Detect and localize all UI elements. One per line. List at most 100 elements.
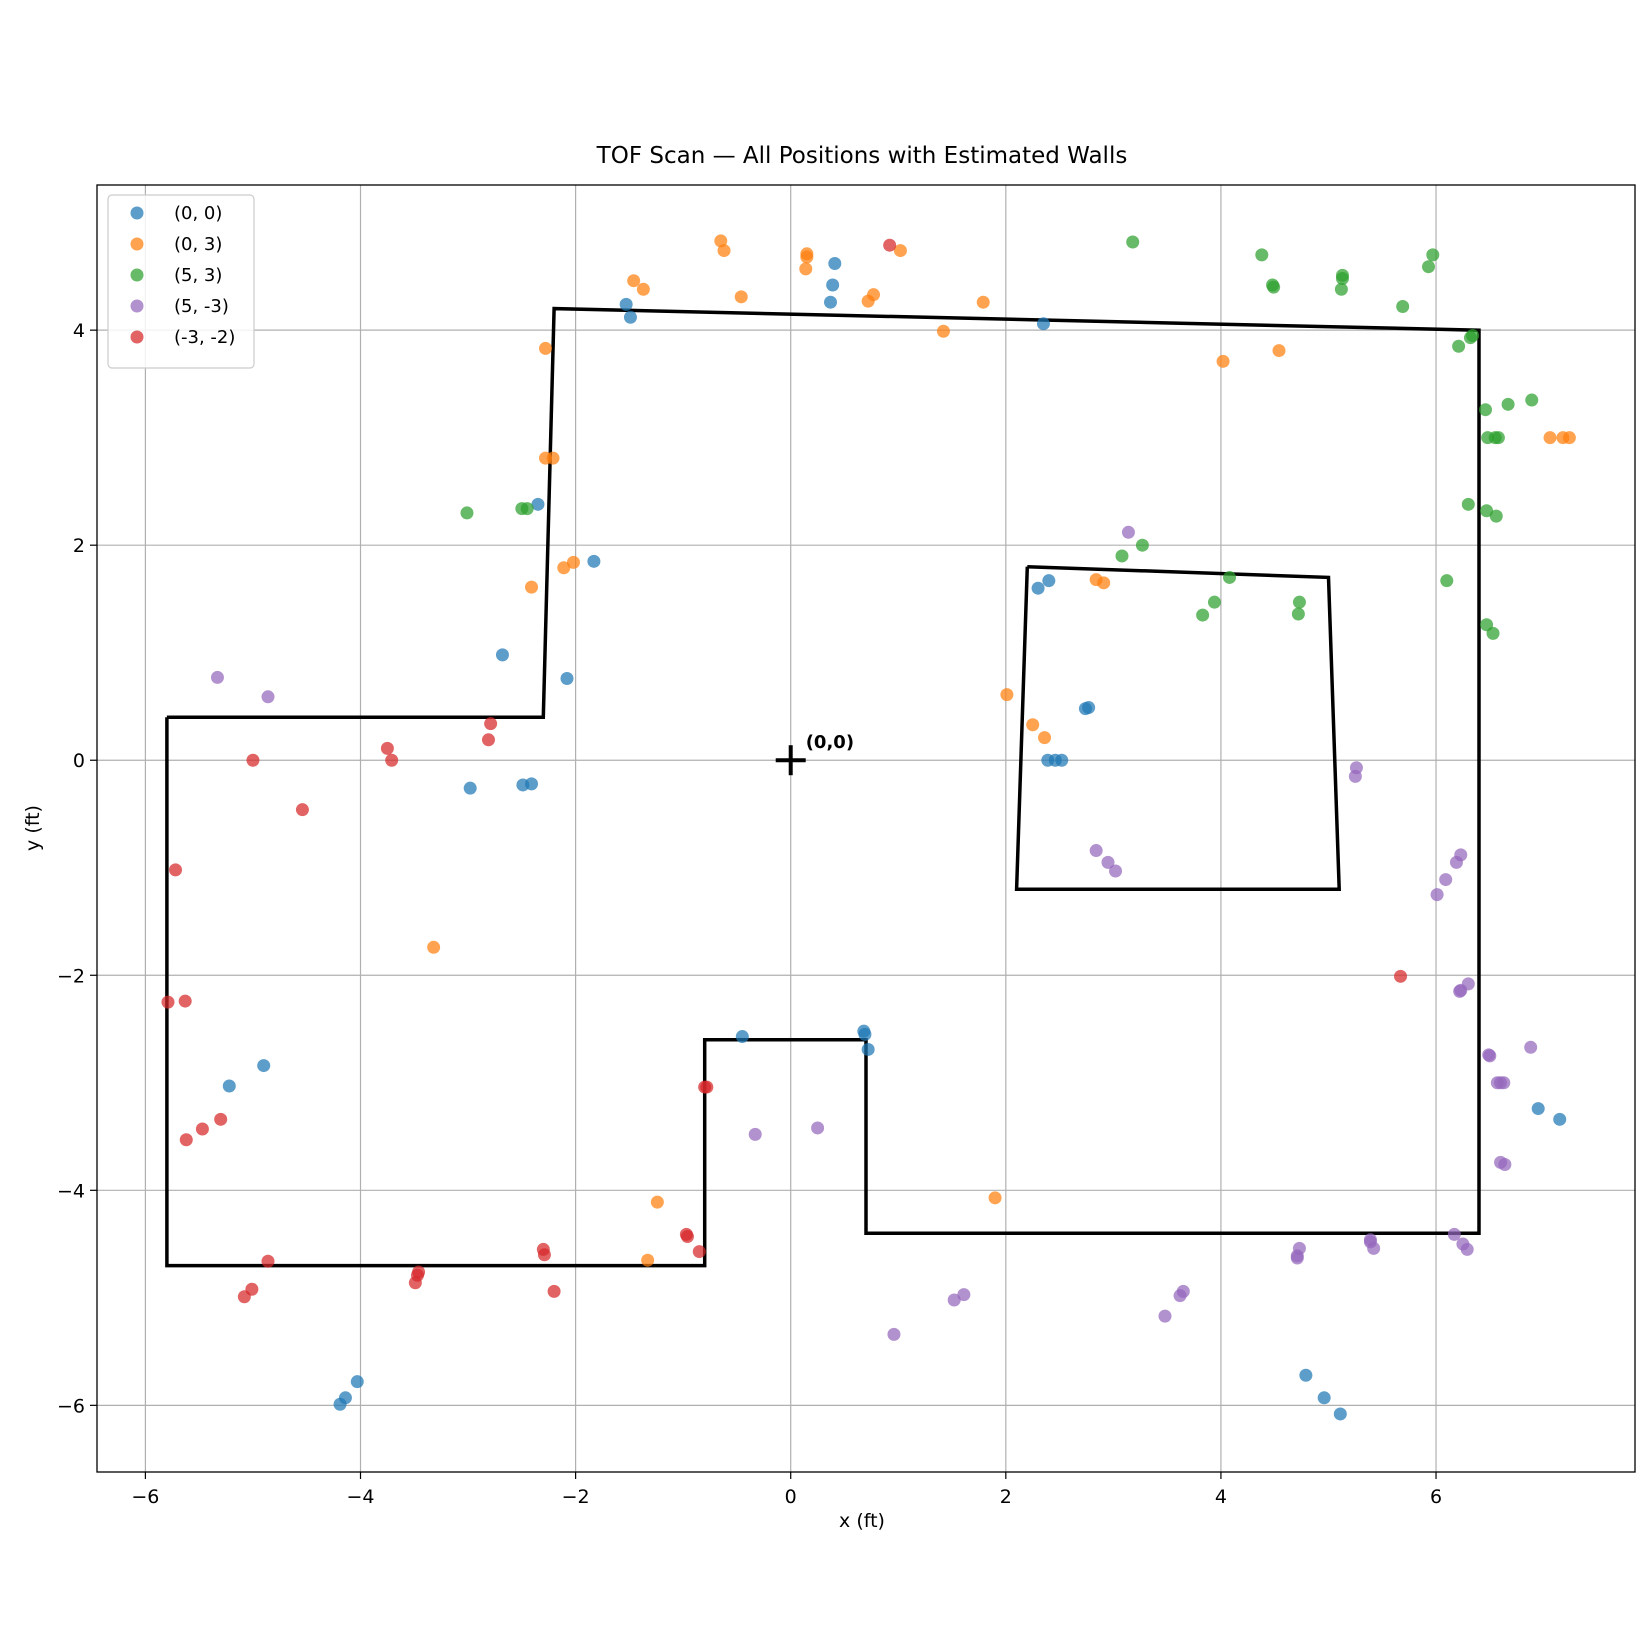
- data-point-series-2: [636, 282, 650, 296]
- data-point-series-1: [1082, 701, 1096, 715]
- data-point-series-1: [1031, 581, 1045, 595]
- data-point-series-4: [1447, 1227, 1461, 1241]
- data-point-series-1: [858, 1027, 872, 1041]
- data-point-series-2: [1038, 731, 1052, 745]
- data-point-series-5: [380, 741, 394, 755]
- data-point-series-4: [1449, 855, 1463, 869]
- data-point-series-3: [1440, 574, 1454, 588]
- data-point-series-2: [1272, 344, 1286, 358]
- x-tick-label: 2: [1000, 1486, 1012, 1508]
- data-point-series-4: [1367, 1241, 1381, 1255]
- x-tick-label: 4: [1215, 1486, 1227, 1508]
- data-point-series-4: [957, 1288, 971, 1302]
- x-tick-label: −2: [562, 1486, 590, 1508]
- data-point-series-3: [1135, 538, 1149, 552]
- scatter-points: [161, 234, 1576, 1421]
- data-point-series-4: [1121, 525, 1135, 539]
- x-tick-label: 6: [1430, 1486, 1442, 1508]
- data-point-series-5: [408, 1276, 422, 1290]
- data-point-series-3: [1489, 509, 1503, 523]
- y-axis-label: y (ft): [22, 805, 44, 851]
- data-point-series-2: [1026, 718, 1040, 732]
- y-tick-label: −2: [57, 965, 85, 987]
- legend-label: (0, 3): [174, 234, 222, 255]
- data-point-series-4: [1158, 1309, 1172, 1323]
- data-point-series-2: [936, 324, 950, 338]
- data-point-series-5: [692, 1245, 706, 1259]
- legend-label: (0, 0): [174, 203, 222, 224]
- data-point-series-2: [525, 580, 539, 594]
- data-point-series-5: [484, 717, 498, 731]
- data-point-series-5: [547, 1284, 561, 1298]
- data-point-series-5: [680, 1230, 694, 1244]
- data-point-series-3: [1479, 403, 1493, 417]
- data-point-series-2: [650, 1195, 664, 1209]
- data-point-series-3: [1115, 549, 1129, 563]
- data-point-series-2: [627, 274, 641, 288]
- data-point-series-2: [1097, 576, 1111, 590]
- legend-marker: [130, 299, 144, 313]
- data-point-series-1: [619, 297, 633, 311]
- data-point-series-4: [1348, 769, 1362, 783]
- data-point-series-2: [538, 341, 552, 355]
- data-point-series-5: [1394, 969, 1408, 983]
- data-point-series-1: [623, 310, 637, 324]
- data-point-series-3: [520, 502, 534, 516]
- data-point-series-4: [1483, 1049, 1497, 1063]
- data-point-series-4: [1430, 888, 1444, 902]
- wall-outline-1: [165, 306, 1481, 1268]
- data-point-series-1: [560, 672, 574, 686]
- data-point-series-1: [824, 295, 838, 309]
- data-point-series-4: [1497, 1076, 1511, 1090]
- legend-label: (5, -3): [174, 296, 229, 317]
- data-point-series-5: [700, 1080, 714, 1094]
- legend-label: (5, 3): [174, 265, 222, 286]
- data-point-series-5: [169, 863, 183, 877]
- data-point-series-1: [1055, 753, 1069, 767]
- origin-label: (0,0): [806, 732, 854, 753]
- data-point-series-3: [1267, 280, 1281, 294]
- data-point-series-1: [350, 1375, 364, 1389]
- legend-box: [107, 194, 255, 369]
- data-point-series-1: [495, 648, 509, 662]
- data-point-series-5: [237, 1290, 251, 1304]
- data-point-series-5: [537, 1248, 551, 1262]
- data-point-series-4: [887, 1327, 901, 1341]
- data-point-series-1: [735, 1030, 749, 1044]
- data-point-series-3: [1421, 260, 1435, 274]
- data-point-series-1: [861, 1042, 875, 1056]
- data-point-series-5: [261, 1254, 275, 1268]
- data-point-series-3: [1486, 626, 1500, 640]
- data-point-series-3: [1223, 570, 1237, 584]
- data-point-series-2: [641, 1253, 655, 1267]
- data-point-series-4: [1460, 1242, 1474, 1256]
- data-point-series-4: [1089, 844, 1103, 858]
- x-tick-label: 0: [785, 1486, 797, 1508]
- data-point-series-1: [222, 1079, 236, 1093]
- data-point-series-2: [1216, 354, 1230, 368]
- data-point-series-4: [947, 1293, 961, 1307]
- y-tick-label: 2: [73, 535, 85, 557]
- data-point-series-5: [385, 753, 399, 767]
- legend-marker: [130, 206, 144, 220]
- data-point-series-5: [883, 238, 897, 252]
- data-point-series-1: [1036, 317, 1050, 331]
- data-point-series-2: [546, 451, 560, 465]
- data-point-series-2: [867, 288, 881, 302]
- data-point-series-4: [1453, 984, 1467, 998]
- data-point-series-1: [1553, 1112, 1567, 1126]
- data-point-series-4: [1524, 1040, 1538, 1054]
- data-point-series-2: [976, 295, 990, 309]
- data-point-series-4: [811, 1121, 825, 1135]
- data-point-series-2: [800, 250, 814, 264]
- data-point-series-3: [1334, 282, 1348, 296]
- data-point-series-2: [734, 290, 748, 304]
- data-point-series-2: [799, 262, 813, 276]
- data-point-series-4: [748, 1127, 762, 1141]
- data-point-series-5: [195, 1122, 209, 1136]
- data-point-series-4: [1109, 864, 1123, 878]
- data-point-series-1: [531, 497, 545, 511]
- data-point-series-3: [1452, 339, 1466, 353]
